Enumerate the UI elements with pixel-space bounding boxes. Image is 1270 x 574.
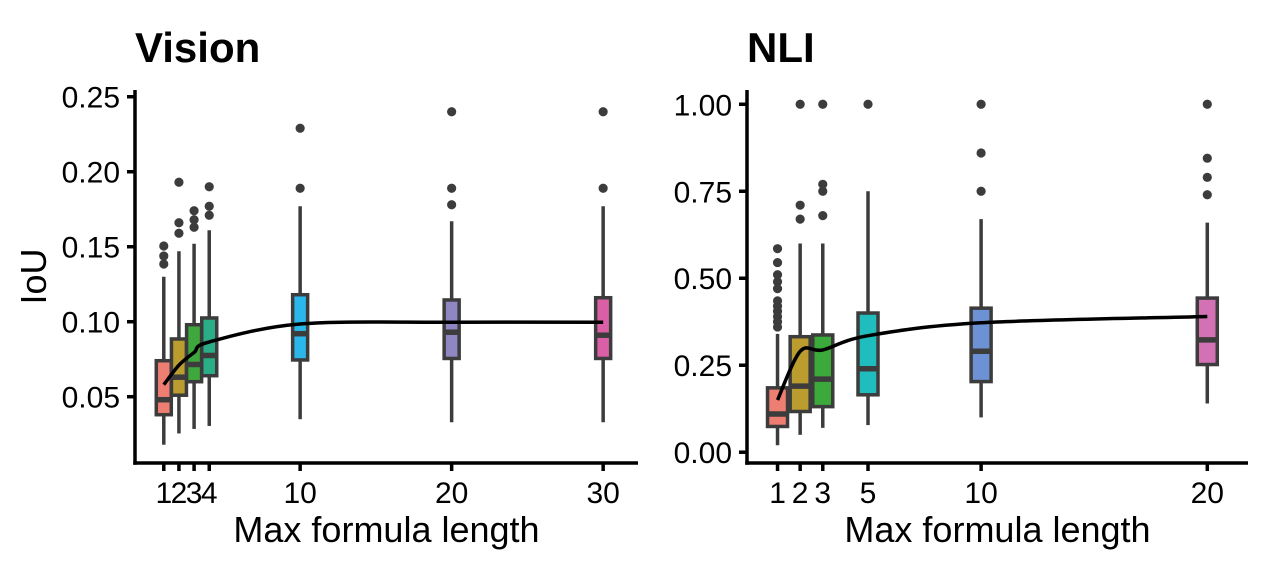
outlier-dot xyxy=(772,244,783,254)
outlier-dot xyxy=(976,186,986,196)
outlier-dot xyxy=(795,99,805,109)
x-tick-label: 2 xyxy=(792,477,809,510)
outlier-dot xyxy=(598,183,608,193)
y-tick-label: 0.05 xyxy=(62,382,120,415)
outlier-dot xyxy=(1202,190,1212,200)
box xyxy=(856,311,880,397)
outlier-dot xyxy=(772,296,783,306)
x-tick-label: 30 xyxy=(586,477,619,510)
vision-y-axis-title: IoU xyxy=(13,248,54,304)
outlier-dot xyxy=(204,210,214,220)
x-tick-label: 3 xyxy=(186,477,203,510)
outlier-dot xyxy=(772,257,783,268)
outlier-dot xyxy=(159,259,169,269)
x-tick-label: 20 xyxy=(435,477,468,510)
x-tick-label: 20 xyxy=(1191,477,1224,510)
outlier-dot xyxy=(159,241,169,251)
nli-axes: 0.00 0.25 0.50 0.75 1.00 1 2 3 5 10 20 xyxy=(674,89,1248,510)
outlier-dot xyxy=(174,177,184,187)
outlier-dot xyxy=(159,251,169,261)
outlier-dot xyxy=(189,222,199,232)
outlier-dot xyxy=(772,284,783,294)
box xyxy=(154,358,174,417)
outlier-dot xyxy=(1202,99,1212,109)
y-tick-label: 0.20 xyxy=(62,157,120,190)
nli-boxes xyxy=(765,99,1220,446)
y-tick-label: 0.25 xyxy=(62,82,120,115)
y-tick-label: 0.15 xyxy=(62,232,120,265)
outlier-dot xyxy=(976,99,986,109)
outlier-dot xyxy=(204,201,214,211)
x-tick-label: 2 xyxy=(171,477,188,510)
vision-x-axis-title: Max formula length xyxy=(233,509,539,550)
y-tick-label: 0.75 xyxy=(674,176,732,209)
x-tick-label: 1 xyxy=(155,477,172,510)
y-tick-label: 1.00 xyxy=(674,89,732,122)
box xyxy=(765,386,790,429)
outlier-dot xyxy=(818,179,828,189)
box xyxy=(290,292,310,362)
outlier-dot xyxy=(1202,153,1212,163)
outlier-dot xyxy=(976,148,986,158)
x-tick-label: 10 xyxy=(964,477,997,510)
outlier-dot xyxy=(772,277,783,287)
box xyxy=(442,298,461,361)
outlier-dot xyxy=(772,270,783,280)
y-tick-label: 0.10 xyxy=(62,307,120,340)
x-tick-label: 1 xyxy=(769,477,786,510)
nli-panel-title: NLI xyxy=(747,24,815,71)
box xyxy=(1195,296,1220,367)
nli-trend xyxy=(775,314,1208,401)
outlier-dot xyxy=(189,206,199,216)
outlier-dot xyxy=(447,200,457,210)
trend-line xyxy=(162,320,604,386)
outlier-dot xyxy=(204,182,214,192)
outlier-dot xyxy=(795,200,805,210)
outlier-dot xyxy=(1202,172,1212,182)
vision-panel-title: Vision xyxy=(135,24,260,71)
outlier-dot xyxy=(174,218,184,228)
vision-boxes xyxy=(154,107,613,445)
outlier-dot xyxy=(174,228,184,238)
outlier-dot xyxy=(818,99,828,109)
x-tick-label: 4 xyxy=(201,477,218,510)
y-tick-label: 0.00 xyxy=(674,437,732,470)
y-tick-label: 0.50 xyxy=(674,263,732,296)
x-tick-label: 3 xyxy=(814,477,831,510)
outlier-dot xyxy=(818,186,828,196)
outlier-dot xyxy=(863,99,873,109)
nli-panel: 0.00 0.25 0.50 0.75 1.00 1 2 3 5 10 20 NLI Max for… xyxy=(674,24,1248,550)
nli-x-axis-title: Max formula length xyxy=(844,509,1150,550)
outlier-dot xyxy=(447,183,457,193)
y-tick-label: 0.25 xyxy=(674,350,732,383)
outlier-dot xyxy=(818,211,828,221)
box xyxy=(788,334,812,414)
trend-line xyxy=(775,314,1208,401)
outlier-dot xyxy=(189,215,199,225)
outlier-dot xyxy=(795,214,805,224)
box xyxy=(199,316,219,378)
vision-trend xyxy=(162,320,604,386)
box xyxy=(593,295,613,361)
outlier-dot xyxy=(447,107,457,117)
outlier-dot xyxy=(295,123,305,133)
outlier-dot xyxy=(598,107,608,117)
box xyxy=(811,333,835,409)
outlier-dot xyxy=(295,183,305,193)
x-tick-label: 5 xyxy=(860,477,877,510)
box xyxy=(969,306,993,384)
x-tick-label: 10 xyxy=(283,477,316,510)
